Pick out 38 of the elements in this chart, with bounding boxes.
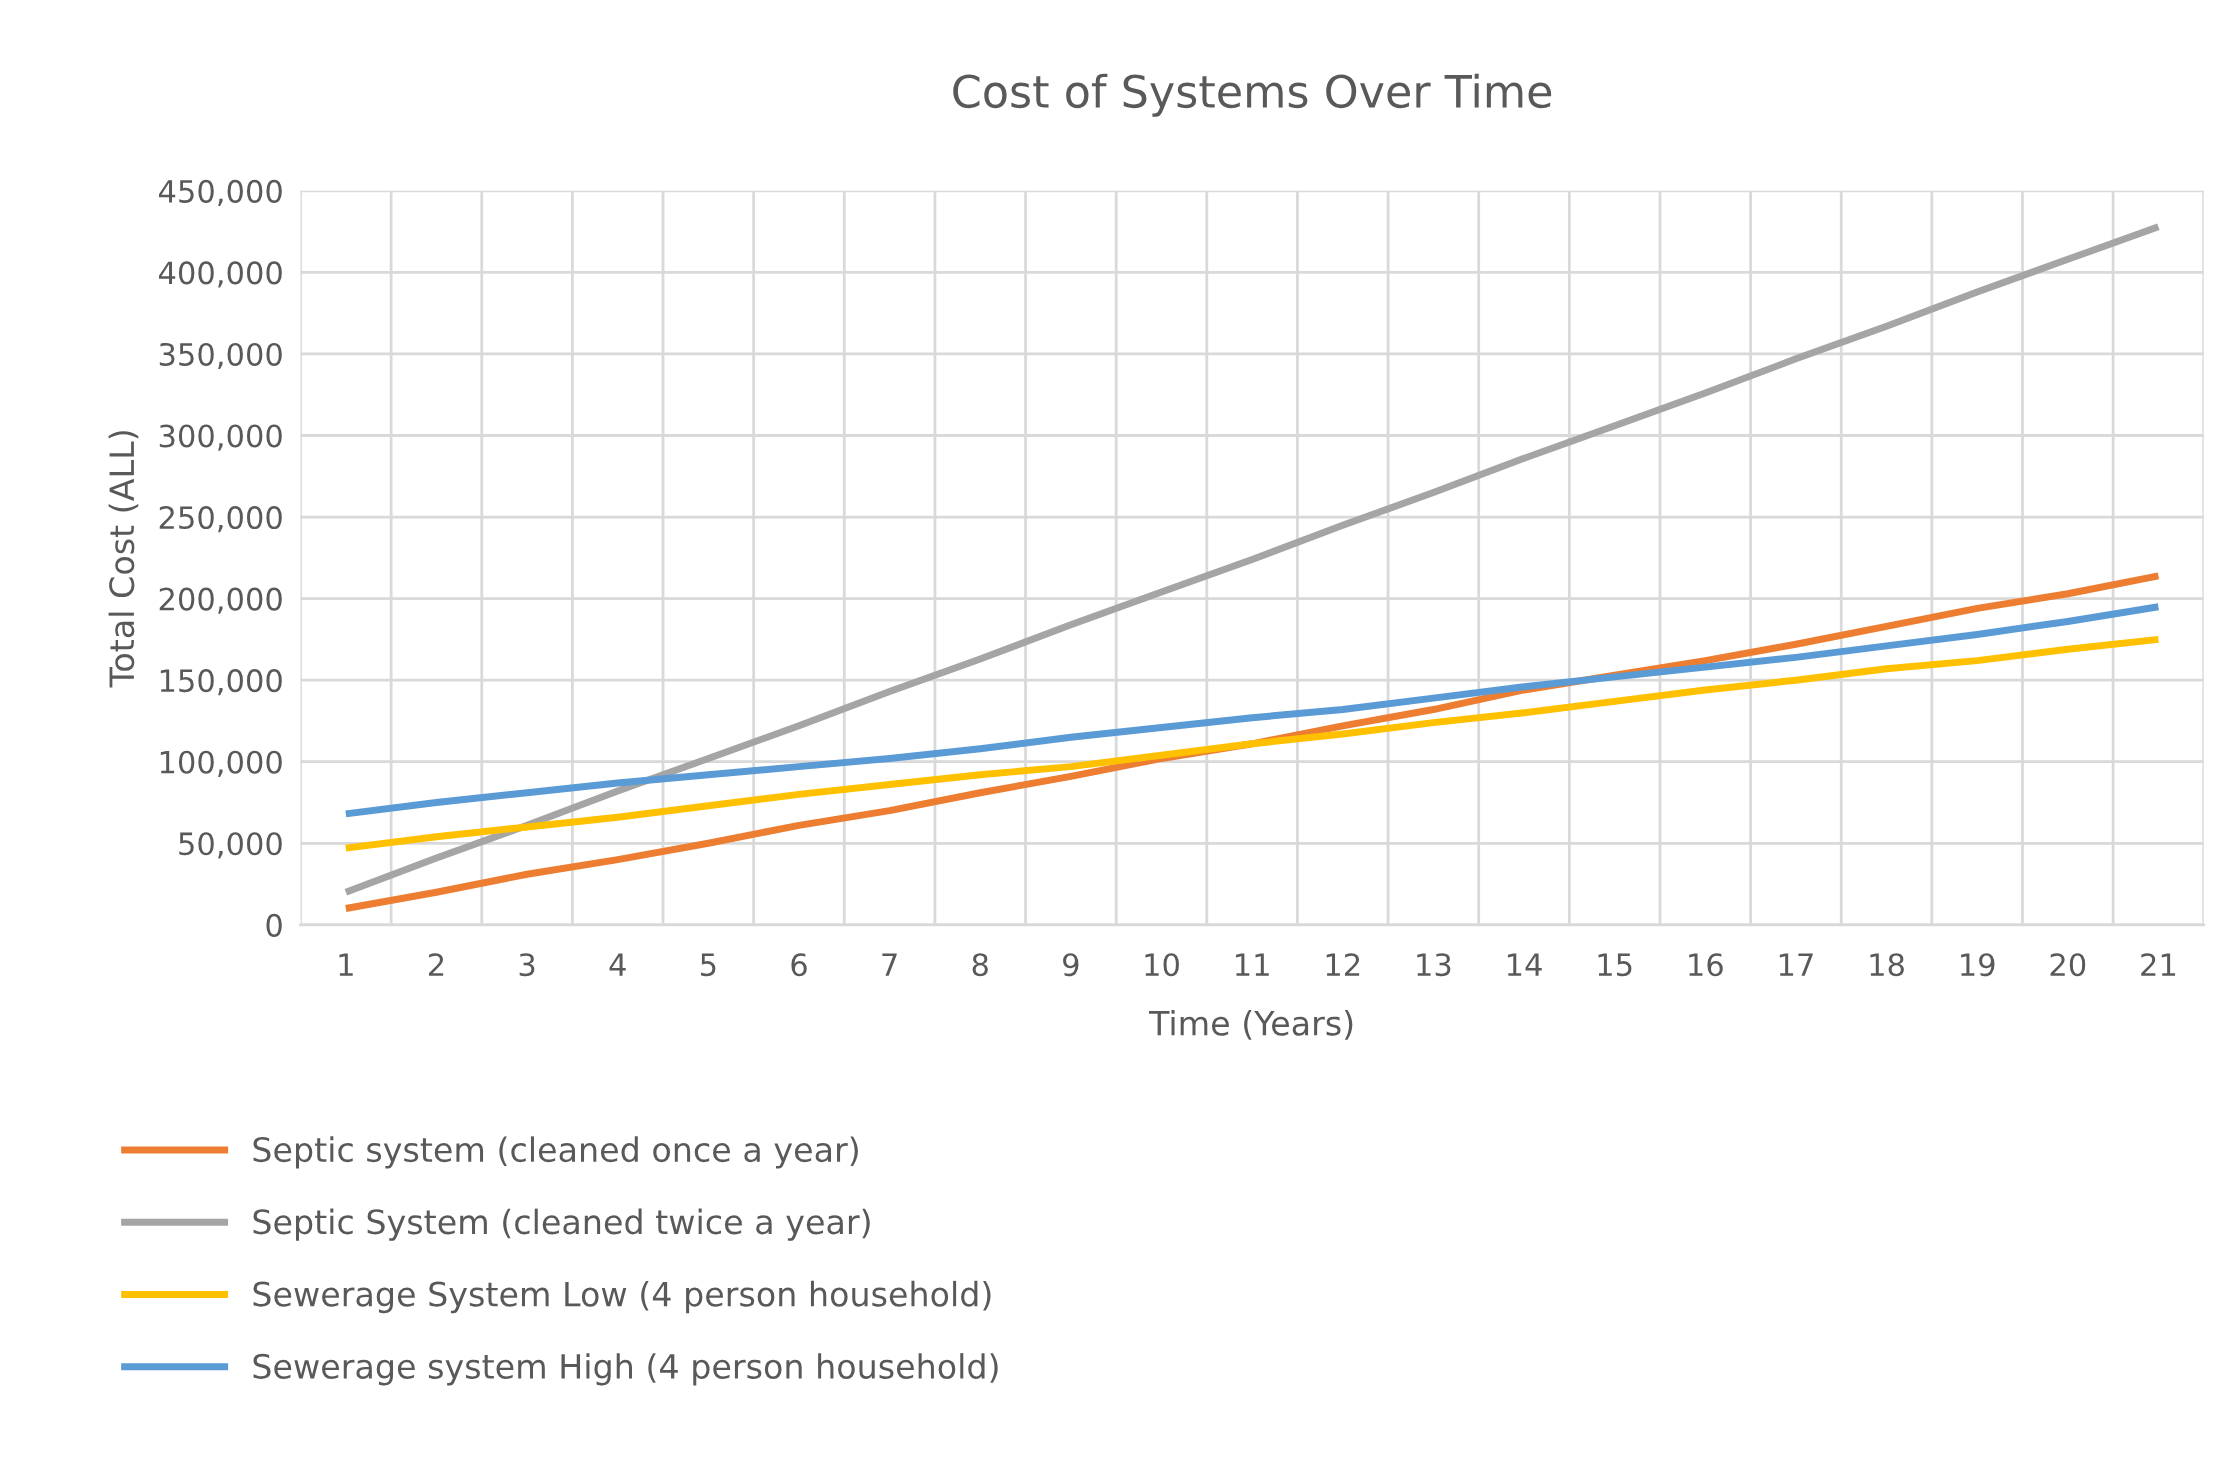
y-tick-label: 250,000	[159, 505, 282, 533]
y-tick-label: 200,000	[159, 587, 282, 614]
x-tick-label: 19	[1961, 953, 1995, 977]
x-tick-label: 5	[700, 953, 716, 977]
x-tick-label: 14	[1507, 953, 1542, 976]
y-tick-label: 150,000	[160, 669, 282, 696]
x-tick-label: 16	[1689, 953, 1723, 977]
y-axis-title: Total Cost (ALL)	[108, 431, 139, 688]
y-tick-label: 0	[266, 913, 282, 937]
x-tick-label: 7	[882, 953, 897, 976]
x-tick-label: 18	[1870, 953, 1904, 977]
x-tick-label: 8	[972, 953, 988, 977]
legend-label: Sewerage System Low (4 person household)	[253, 1280, 991, 1314]
x-tick-label: 20	[2050, 953, 2086, 977]
x-tick-label: 13	[1417, 953, 1451, 977]
x-tick-label: 15	[1598, 953, 1632, 977]
x-tick-label: 4	[609, 953, 626, 976]
y-tick-label: 450,000	[158, 179, 282, 206]
y-tick-label: 350,000	[159, 342, 282, 370]
y-tick-label: 300,000	[159, 424, 282, 451]
x-tick-label: 9	[1063, 953, 1079, 977]
x-tick-label: 3	[519, 953, 535, 977]
legend-label: Sewerage system High (4 person household)	[253, 1353, 998, 1386]
legend-label: Septic System (cleaned twice a year)	[253, 1208, 870, 1241]
x-tick-label: 12	[1326, 953, 1360, 976]
x-axis-title: Time (Years)	[1148, 1009, 1353, 1040]
x-tick-label: 10	[1145, 953, 1179, 977]
y-tick-label: 50,000	[179, 832, 282, 859]
x-tick-label: 17	[1779, 953, 1813, 976]
y-tick-label: 400,000	[158, 261, 282, 288]
x-tick-label: 21	[2141, 953, 2176, 976]
legend-label: Septic system (cleaned once a year)	[253, 1136, 858, 1169]
x-tick-label: 1	[339, 953, 353, 976]
y-tick-label: 100,000	[160, 750, 282, 777]
x-tick-label: 11	[1236, 953, 1269, 976]
x-tick-label: 2	[428, 953, 444, 976]
x-tick-label: 6	[791, 953, 807, 977]
chart-title: Cost of Systems Over Time	[953, 73, 1552, 117]
